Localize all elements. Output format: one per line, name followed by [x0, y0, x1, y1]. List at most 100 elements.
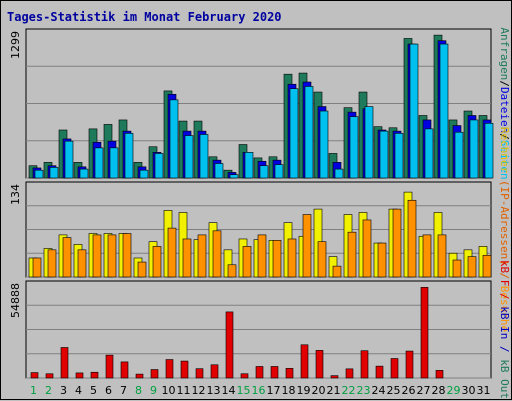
bar-besuche	[62, 237, 72, 278]
x-tick-label: 18	[282, 384, 296, 397]
bar-besuche	[167, 227, 177, 278]
bar-seiten	[409, 43, 419, 179]
bar-kbf	[405, 350, 414, 379]
x-tick-label: 23	[357, 384, 371, 397]
bar-kbf	[210, 364, 219, 379]
panel-visitors: 134 Rechner (IP-Adressen) / Besuche	[9, 127, 511, 332]
bar-kbf	[255, 366, 264, 379]
bar-seiten	[394, 133, 404, 179]
bar-besuche	[392, 208, 402, 278]
bar-besuche	[212, 230, 222, 278]
x-tick-label: 5	[90, 384, 97, 397]
bar-seiten	[229, 174, 239, 179]
bar-seiten	[124, 133, 134, 179]
x-tick-label: 26	[402, 384, 416, 397]
legend-entry: kB F	[498, 260, 511, 287]
bar-seiten	[379, 130, 389, 179]
legend-entry: Rechner	[498, 127, 511, 174]
x-tick-label: 17	[267, 384, 281, 397]
legend-entry: /	[498, 80, 511, 87]
bar-seiten	[424, 128, 434, 179]
bar-seiten	[304, 86, 314, 179]
bar-besuche	[452, 259, 462, 278]
bar-kbf	[285, 368, 294, 379]
bar-seiten	[199, 134, 209, 179]
bar-besuche	[467, 256, 477, 278]
bar-seiten	[184, 135, 194, 179]
panel-legend: Anfragen/Dateien/Seiten	[498, 27, 511, 179]
bar-besuche	[32, 257, 42, 278]
bar-besuche	[182, 238, 192, 278]
bar-besuche	[257, 234, 267, 278]
bar-besuche	[107, 234, 117, 278]
bar-kbf	[240, 373, 249, 379]
bar-kbf	[75, 372, 84, 379]
x-tick-label: 2	[45, 384, 52, 397]
x-tick-label: 25	[387, 384, 401, 397]
x-tick-label: 21	[327, 384, 341, 397]
bar-besuche	[332, 265, 342, 278]
bar-besuche	[197, 234, 207, 278]
bar-kbf	[300, 344, 309, 379]
bar-seiten	[349, 116, 359, 179]
bar-besuche	[422, 234, 432, 278]
x-tick-label: 13	[207, 384, 221, 397]
x-tick-label: 27	[417, 384, 431, 397]
bar-seiten	[319, 110, 329, 179]
bar-besuche	[347, 231, 357, 278]
bar-seiten	[259, 165, 269, 179]
legend-entry: (IP-Adressen) /	[498, 173, 511, 286]
bar-besuche	[437, 234, 447, 278]
panel-legend: kB F / kB In / kB Out	[498, 260, 511, 399]
bar-seiten	[139, 169, 149, 179]
bar-seiten	[439, 43, 449, 179]
legend-entry: Besuche	[498, 286, 511, 332]
x-tick-label: 31	[477, 384, 491, 397]
bar-kbf	[330, 375, 339, 379]
bar-kbf	[165, 359, 174, 379]
bar-besuche	[122, 233, 132, 278]
y-axis-max-label: 134	[9, 184, 22, 205]
bar-seiten	[274, 164, 284, 179]
x-tick-label: 24	[372, 384, 386, 397]
panel-legend: Rechner (IP-Adressen) / Besuche	[498, 127, 511, 332]
legend-entry: /	[498, 286, 511, 306]
legend-entry: Dateien	[498, 87, 511, 133]
x-tick-label: 16	[252, 384, 266, 397]
bar-seiten	[169, 99, 179, 179]
x-tick-label: 6	[105, 384, 112, 397]
panel-traffic: 54888 kB F / kB In / kB Out	[9, 260, 511, 399]
x-tick-label: 19	[297, 384, 311, 397]
bar-kbf	[180, 360, 189, 379]
bar-seiten	[244, 152, 254, 179]
x-tick-label: 29	[447, 384, 461, 397]
bar-besuche	[242, 246, 252, 278]
legend-entry: /	[498, 339, 511, 359]
bar-kbf	[30, 372, 39, 379]
bar-seiten	[79, 168, 89, 179]
chart-title: Tages-Statistik im Monat February 2020	[7, 10, 282, 24]
bar-kbf	[150, 369, 159, 379]
legend-entry: kB Out	[498, 359, 511, 399]
bar-besuche	[227, 264, 237, 278]
y-axis-max-label: 1299	[9, 31, 22, 59]
bar-kbf	[135, 373, 144, 379]
bar-kbf	[60, 347, 69, 379]
bar-seiten	[49, 167, 59, 179]
bar-seiten	[214, 163, 224, 179]
x-tick-label: 12	[192, 384, 206, 397]
bar-seiten	[154, 153, 164, 179]
bar-besuche	[377, 242, 387, 278]
bar-kbf	[375, 365, 384, 379]
x-tick-label: 30	[462, 384, 476, 397]
x-tick-label: 9	[150, 384, 157, 397]
bar-seiten	[64, 140, 74, 179]
x-tick-label: 8	[135, 384, 142, 397]
x-tick-label: 15	[237, 384, 251, 397]
bar-kbf	[225, 311, 234, 379]
x-tick-label: 11	[177, 384, 191, 397]
panel-requests: 1299 Anfragen/Dateien/Seiten	[9, 27, 511, 179]
bar-kbf	[195, 368, 204, 379]
bar-kbf	[90, 371, 99, 379]
